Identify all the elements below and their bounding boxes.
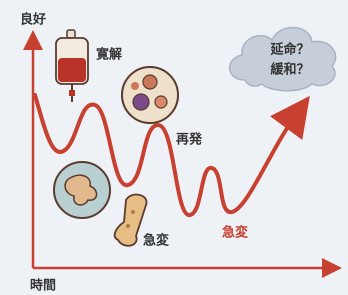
diagram: 良好 時間 延命？ 緩和？ 寛解 再発 急変 急変: [0, 0, 348, 295]
stage-label: 寛解: [96, 47, 122, 63]
stage-label: 急変: [143, 233, 169, 249]
cell-icon: [54, 162, 110, 218]
page: 良好 時間 延命？ 緩和？ 寛解 再発 急変 急変 (() => { const…: [0, 0, 348, 295]
cells-icon: [122, 67, 178, 123]
y-axis-label: 良好: [20, 12, 46, 28]
x-axis-label: 時間: [30, 278, 56, 294]
stage-label: 再発: [176, 132, 203, 148]
cloud-text: 緩和？: [270, 62, 309, 78]
cloud-text: 延命？: [269, 42, 309, 58]
stage-label: 急変: [222, 225, 248, 241]
